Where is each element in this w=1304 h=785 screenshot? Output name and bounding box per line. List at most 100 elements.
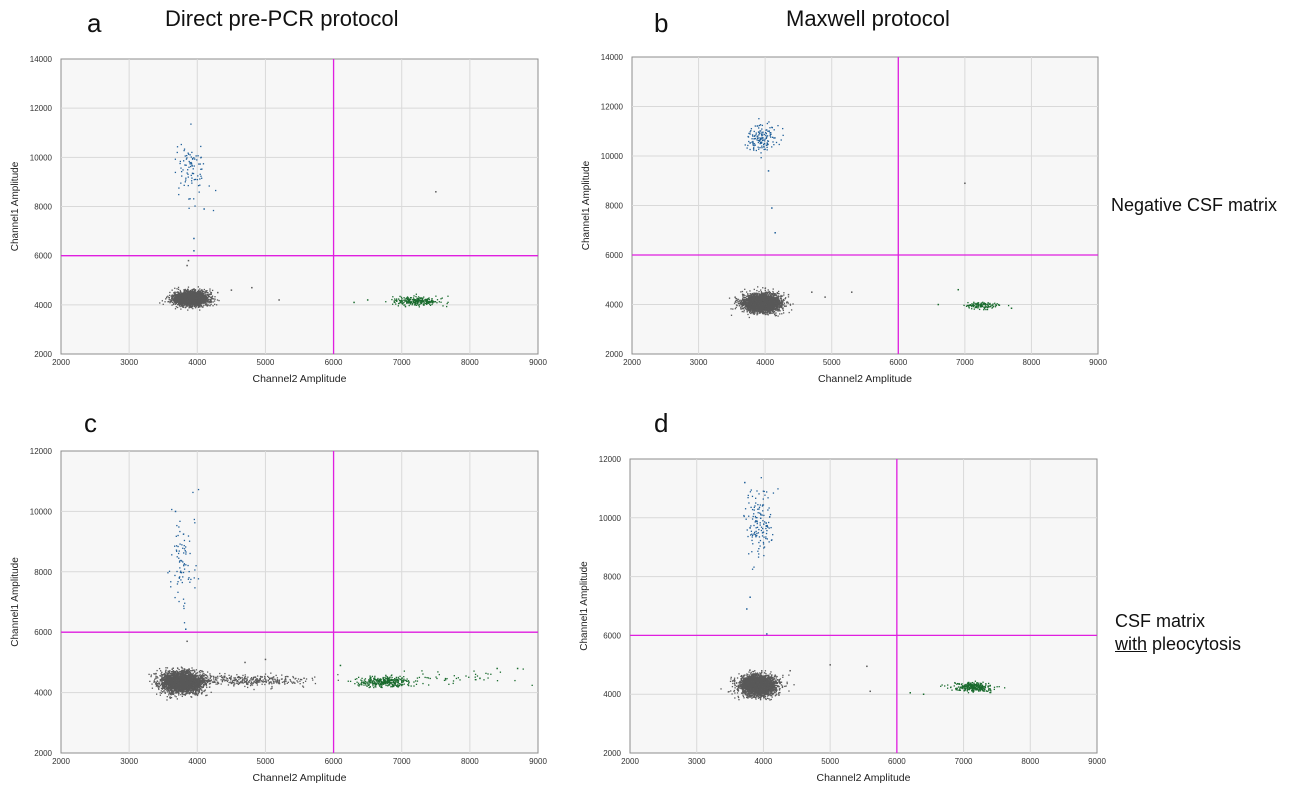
droplet-point (183, 303, 185, 305)
droplet-point (764, 307, 766, 309)
droplet-point (397, 298, 400, 300)
droplet-point (193, 295, 195, 297)
droplet-point (406, 300, 408, 303)
droplet-point (183, 148, 186, 150)
droplet-point (198, 163, 200, 165)
droplet-point (205, 296, 207, 298)
droplet-point (418, 304, 420, 306)
droplet-point (767, 294, 770, 296)
droplet-point (180, 182, 182, 184)
outlier-point (193, 237, 195, 240)
droplet-point (194, 289, 197, 291)
droplet-point (203, 301, 205, 303)
droplet-point (186, 294, 188, 296)
droplet-point (200, 145, 202, 148)
outlier-point (230, 289, 233, 291)
row-label-with: with (1115, 634, 1148, 654)
droplet-point (178, 300, 181, 302)
droplet-point (176, 304, 179, 306)
y-tick-label: 4000 (605, 301, 623, 310)
droplet-point (411, 302, 414, 305)
y-tick-label: 2000 (605, 350, 623, 359)
droplet-point (164, 301, 166, 303)
row-label-pleocytosis: CSF matrix with pleocytosis (1115, 610, 1241, 656)
droplet-point (746, 295, 748, 297)
droplet-point (405, 299, 407, 302)
droplet-point (190, 303, 192, 305)
droplet-point (438, 301, 440, 303)
droplet-point (205, 304, 207, 306)
droplet-point (186, 172, 188, 174)
droplet-point (201, 303, 203, 305)
droplet-point (743, 309, 745, 311)
droplet-point (197, 301, 199, 303)
droplet-point (748, 294, 750, 297)
droplet-point (418, 300, 420, 302)
droplet-point (747, 307, 749, 310)
droplet-point (209, 293, 212, 296)
outlier-point (217, 291, 219, 294)
droplet-point (191, 177, 193, 179)
droplet-point (423, 296, 425, 298)
droplet-point (413, 295, 415, 297)
droplet-point (440, 301, 442, 303)
droplet-point (204, 295, 206, 297)
droplet-point (172, 298, 174, 300)
droplet-point (199, 173, 201, 175)
droplet-point (392, 303, 394, 305)
droplet-point (180, 305, 183, 307)
droplet-point (785, 305, 787, 307)
droplet-point (772, 312, 774, 314)
droplet-point (748, 309, 751, 312)
droplet-point (180, 294, 183, 296)
droplet-point (171, 301, 174, 304)
droplet-point (750, 310, 752, 312)
droplet-point (745, 291, 748, 293)
droplet-point (426, 299, 428, 302)
droplet-point (401, 300, 404, 302)
droplet-point (210, 301, 212, 304)
droplet-point (773, 294, 775, 296)
droplet-point (186, 157, 188, 159)
droplet-point (764, 287, 766, 290)
droplet-point (419, 301, 421, 304)
droplet-point (772, 292, 775, 294)
droplet-point (201, 289, 203, 291)
droplet-point (410, 300, 412, 302)
y-tick-label: 6000 (34, 252, 52, 261)
droplet-point (188, 304, 190, 306)
droplet-point (214, 296, 216, 298)
x-tick-label: 7000 (956, 358, 974, 367)
droplet-point (183, 300, 185, 302)
droplet-point (191, 292, 193, 295)
droplet-point (752, 294, 754, 296)
droplet-point (422, 304, 425, 306)
droplet-point (414, 300, 416, 303)
droplet-point (178, 187, 180, 189)
droplet-point (190, 300, 192, 302)
droplet-point (756, 310, 758, 313)
droplet-point (186, 302, 188, 304)
droplet-point (191, 158, 194, 160)
droplet-point (215, 304, 218, 306)
droplet-point (752, 312, 754, 315)
droplet-point (196, 302, 198, 305)
droplet-point (197, 295, 200, 297)
droplet-point (415, 304, 418, 306)
droplet-point (767, 295, 769, 297)
droplet-point (179, 296, 181, 298)
droplet-point (194, 305, 196, 308)
droplet-point (404, 300, 406, 302)
droplet-point (421, 300, 423, 303)
droplet-point (207, 304, 210, 306)
droplet-point (172, 295, 175, 297)
droplet-point (212, 301, 214, 303)
droplet-point (196, 297, 198, 300)
droplet-point (177, 288, 180, 291)
droplet-point (198, 306, 200, 308)
droplet-point (209, 300, 211, 302)
droplet-point (428, 298, 430, 301)
droplet-point (202, 163, 205, 165)
droplet-point (199, 184, 201, 186)
droplet-point (211, 289, 214, 292)
